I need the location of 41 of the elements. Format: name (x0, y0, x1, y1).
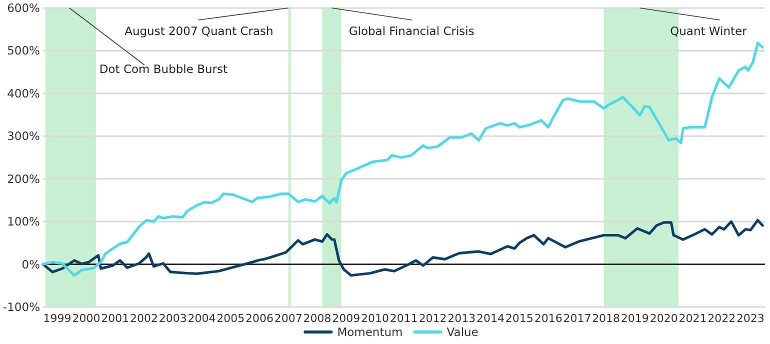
x-tick-label: 2003 (158, 312, 187, 325)
x-tick-label: 2020 (650, 312, 678, 325)
y-tick-label: 400% (7, 86, 40, 100)
annotation: August 2007 Quant Crash (124, 24, 274, 38)
annotation: Quant Winter (670, 24, 748, 38)
x-tick-label: 2009 (332, 312, 360, 325)
legend-label: Momentum (337, 325, 403, 339)
y-tick-label: 500% (7, 44, 40, 58)
x-tick-label: 2012 (418, 312, 447, 325)
y-tick-label: 600% (7, 1, 40, 16)
x-tick-label: 2002 (130, 312, 158, 325)
x-tick-label: 2006 (245, 312, 274, 325)
y-tick-label: 100% (7, 214, 40, 229)
x-tick-label: 2000 (72, 312, 100, 325)
x-tick-label: 2007 (274, 312, 302, 325)
x-tick-label: 2016 (534, 312, 562, 325)
y-tick-label: 300% (7, 129, 40, 144)
annotation: Dot Com Bubble Burst (99, 62, 228, 76)
x-tick-label: 2008 (303, 312, 332, 325)
x-tick-label: 2010 (361, 312, 390, 325)
x-tick-label: 2015 (505, 312, 534, 325)
x-tick-label: 2013 (448, 312, 476, 325)
x-tick-label: 2005 (216, 312, 245, 325)
x-tick-label: 2011 (390, 312, 418, 325)
x-tick-label: 2004 (188, 312, 216, 325)
line-series (42, 42, 764, 277)
x-tick-label: 2014 (476, 312, 505, 325)
annotation: Global Financial Crisis (348, 24, 474, 38)
x-tick-label: 1999 (43, 312, 72, 325)
x-tick-label: 2017 (563, 312, 592, 325)
legend-label: Value (446, 325, 478, 339)
x-tick-label: 2022 (708, 312, 736, 325)
y-tick-label: -100% (2, 300, 40, 314)
x-tick-label: 2018 (592, 312, 620, 325)
y-tick-label: 0% (22, 257, 40, 272)
x-tick-label: 2021 (678, 312, 707, 325)
y-tick-label: 200% (7, 172, 40, 186)
line-series (42, 218, 764, 277)
x-tick-label: 2023 (736, 312, 764, 325)
x-tick-label: 2001 (101, 312, 130, 325)
x-tick-label: 2019 (620, 312, 649, 325)
